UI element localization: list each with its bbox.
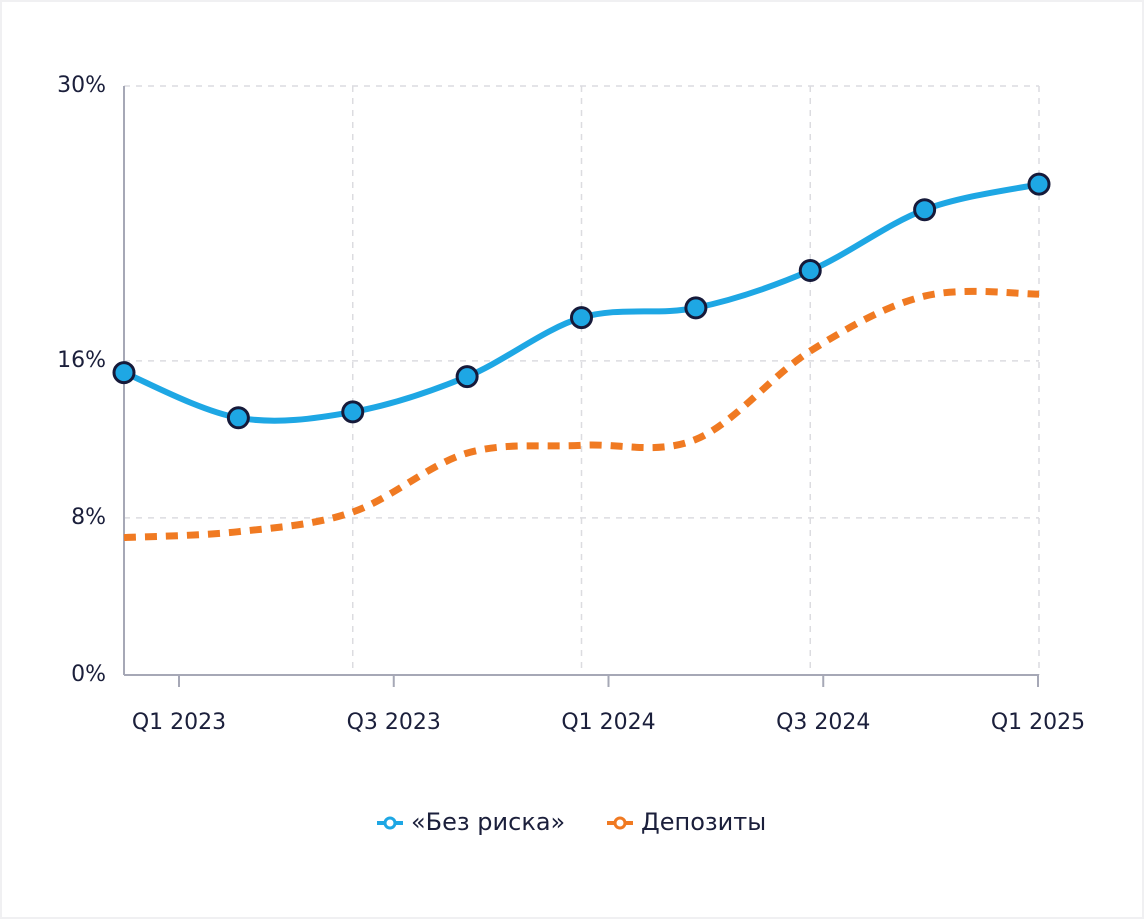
legend-label: «Без риска» [411,808,565,836]
point-marker [1027,172,1051,196]
legend-label: Депозиты [641,808,766,836]
x-tick-label: Q1 2025 [991,710,1085,735]
y-tick-label: 30% [57,73,106,98]
point-marker [341,400,365,424]
y-tick-label: 8% [71,505,106,530]
x-tick-label: Q1 2024 [561,710,655,735]
point-marker [798,259,822,283]
x-tick-label: Q3 2023 [347,710,441,735]
y-tick-label: 0% [71,662,106,687]
point-marker [112,361,136,385]
y-tick-label: 16% [57,348,106,373]
legend-marker [383,816,397,830]
legend-marker [613,816,627,830]
point-marker [455,365,479,389]
point-marker [226,406,250,430]
series-line [123,287,1040,542]
point-marker [684,296,708,320]
x-tick-label: Q3 2024 [776,710,870,735]
point-marker [913,198,937,222]
point-marker [570,306,593,330]
x-tick-label: Q1 2023 [132,710,226,735]
